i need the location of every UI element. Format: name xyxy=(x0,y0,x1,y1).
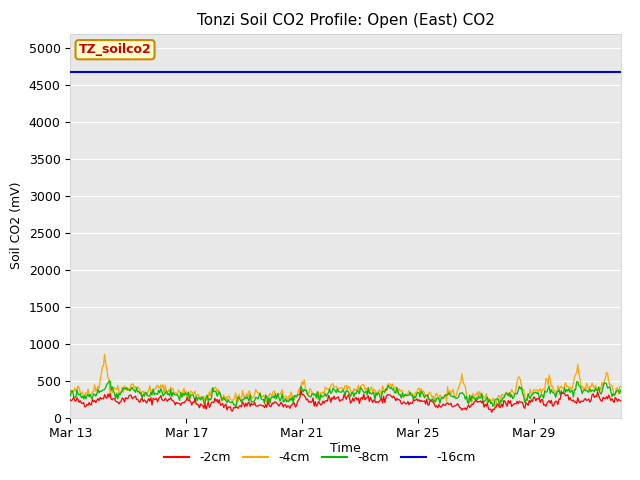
Text: TZ_soilco2: TZ_soilco2 xyxy=(79,43,152,56)
X-axis label: Time: Time xyxy=(330,442,361,455)
Title: Tonzi Soil CO2 Profile: Open (East) CO2: Tonzi Soil CO2 Profile: Open (East) CO2 xyxy=(196,13,495,28)
Y-axis label: Soil CO2 (mV): Soil CO2 (mV) xyxy=(10,182,23,269)
Legend: -2cm, -4cm, -8cm, -16cm: -2cm, -4cm, -8cm, -16cm xyxy=(159,446,481,469)
